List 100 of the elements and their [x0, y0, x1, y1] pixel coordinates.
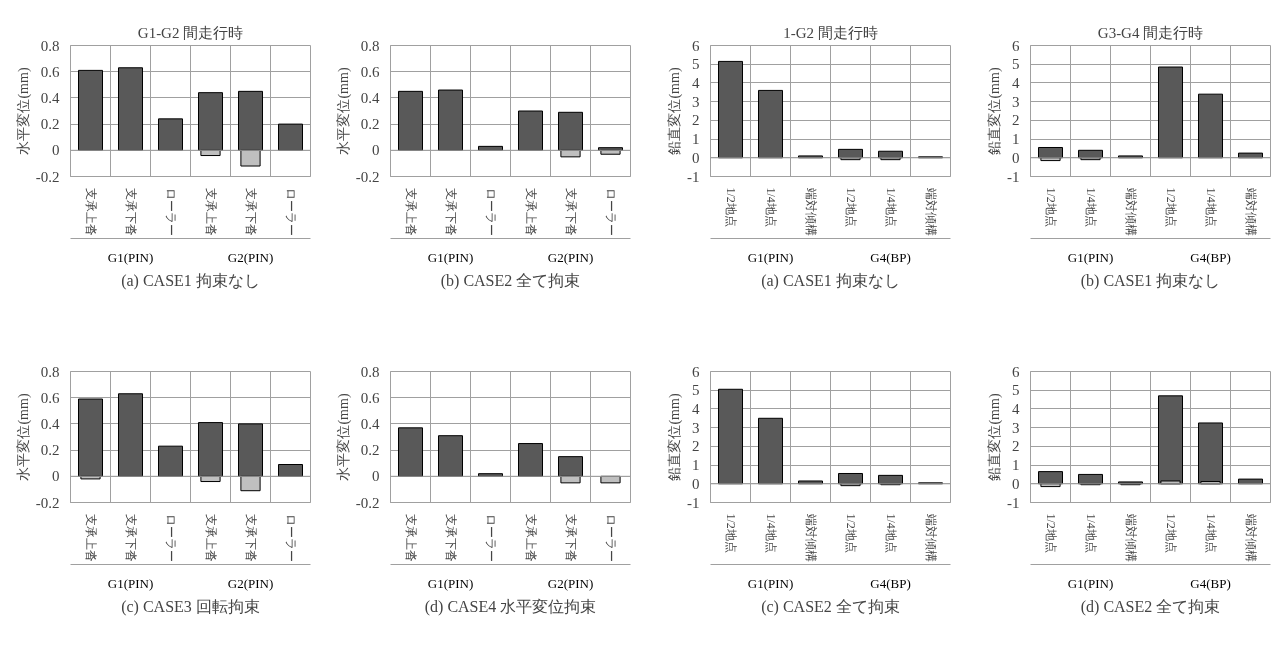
x-axis-title: (a) CASE1 拘束なし [121, 271, 260, 290]
text: G4(BP) [1190, 575, 1231, 591]
chart-title: G3-G4 間走行時 [1097, 24, 1204, 41]
x-tick-label: ローラー [483, 187, 498, 236]
text: G1(PIN) [1067, 249, 1114, 265]
x-tick-label: 支承上沓 [203, 513, 218, 562]
y-tick-label: 6 [1012, 37, 1020, 54]
y-tick-label: 0 [1012, 475, 1020, 492]
y-tick-label: 0.6 [360, 63, 380, 80]
y-tick-label: 6 [692, 37, 700, 54]
y-tick-label: 3 [692, 93, 700, 110]
y-tick-label: 1 [1012, 457, 1020, 474]
text: G4(BP) [870, 575, 911, 591]
y-tick-label: 0.6 [360, 389, 380, 406]
y-axis-title: 水平変位(mm) [335, 67, 352, 155]
x-tick-label: 1/4地点 [883, 187, 898, 227]
x-tick-label: 1/2地点 [1043, 187, 1058, 227]
y-tick-label: 0.2 [40, 116, 60, 133]
x-tick-label: 1/2地点 [1043, 513, 1058, 553]
y-tick-label: 2 [692, 438, 700, 455]
y-tick-label: -1 [687, 168, 700, 185]
y-tick-label: 0.4 [360, 89, 380, 106]
y-tick-label: 6 [1012, 363, 1020, 380]
y-tick-label: 5 [1012, 382, 1020, 399]
x-tick-label: 1/2地点 [723, 187, 738, 227]
text: G1(PIN) [1067, 575, 1114, 591]
x-tick-label: 端対傾構 [923, 187, 938, 236]
x-tick-label: 支承下沓 [563, 187, 578, 236]
y-tick-label: 4 [1012, 400, 1020, 417]
y-axis-title: 鉛直変位(mm) [667, 67, 683, 155]
x-axis-title: (b) CASE1 拘束なし [1080, 271, 1221, 290]
x-tick-label: 支承下沓 [123, 513, 138, 562]
text: G1(PIN) [427, 249, 474, 265]
x-tick-label: 端対傾構 [1123, 513, 1138, 562]
x-tick-label: ローラー [603, 513, 618, 562]
y-tick-label: 2 [692, 112, 700, 129]
y-tick-label: 4 [1012, 74, 1020, 91]
y-tick-label: -0.2 [35, 168, 60, 185]
x-axis-title: (d) CASE2 全て拘束 [1080, 597, 1221, 616]
x-axis-title: (b) CASE2 全て拘束 [440, 271, 581, 290]
x-tick-label: 端対傾構 [923, 513, 938, 562]
chart-title: 1-G2 間走行時 [783, 24, 878, 41]
y-tick-label: 2 [1012, 112, 1020, 129]
x-axis-title: (c) CASE2 全て拘束 [761, 597, 900, 616]
x-tick-label: 端対傾構 [1123, 187, 1138, 236]
text: G2(PIN) [227, 575, 274, 591]
y-tick-label: 0.2 [360, 442, 380, 459]
y-tick-label: 5 [692, 382, 700, 399]
x-tick-label: 1/4地点 [763, 187, 778, 227]
x-tick-label: 支承上沓 [403, 513, 418, 562]
x-tick-label: 支承下沓 [443, 513, 458, 562]
text: G1(PIN) [427, 575, 474, 591]
x-tick-label: 支承上沓 [83, 513, 98, 562]
y-tick-label: 5 [1012, 56, 1020, 73]
x-tick-label: 1/4地点 [1203, 187, 1218, 227]
x-tick-label: 1/4地点 [1083, 187, 1098, 227]
text: G2(PIN) [227, 249, 274, 265]
x-tick-label: 支承上沓 [83, 187, 98, 236]
y-tick-label: 0 [52, 142, 60, 159]
y-tick-label: 0.4 [40, 415, 60, 432]
x-tick-label: ローラー [163, 187, 178, 236]
text: G2(PIN) [547, 249, 594, 265]
x-tick-label: ローラー [483, 513, 498, 562]
y-tick-label: 0 [52, 468, 60, 485]
y-tick-label: 6 [692, 363, 700, 380]
y-tick-label: -0.2 [35, 494, 60, 511]
text: G4(BP) [870, 249, 911, 265]
y-tick-label: 1 [1012, 131, 1020, 148]
x-tick-label: ローラー [283, 187, 298, 236]
y-tick-label: 0 [692, 149, 700, 166]
y-tick-label: 4 [692, 400, 700, 417]
x-tick-label: 1/2地点 [843, 513, 858, 553]
y-axis-title: 鉛直変位(mm) [667, 393, 683, 481]
x-axis-title: (a) CASE1 拘束なし [761, 271, 900, 290]
y-tick-label: 0 [372, 468, 380, 485]
text: G1(PIN) [107, 249, 154, 265]
y-tick-label: 0.4 [360, 415, 380, 432]
x-tick-label: 1/4地点 [1083, 513, 1098, 553]
x-tick-label: 支承上沓 [403, 187, 418, 236]
x-tick-label: ローラー [163, 513, 178, 562]
x-axis-title: (d) CASE4 水平変位拘束 [424, 597, 597, 616]
y-tick-label: 3 [1012, 93, 1020, 110]
y-tick-label: 0 [1012, 149, 1020, 166]
x-tick-label: 1/2地点 [1163, 187, 1178, 227]
y-tick-label: 2 [1012, 438, 1020, 455]
y-axis-title: 水平変位(mm) [15, 67, 32, 155]
text: G4(BP) [1190, 249, 1231, 265]
x-tick-label: 1/4地点 [883, 513, 898, 553]
x-tick-label: 1/2地点 [1163, 513, 1178, 553]
y-tick-label: 0.8 [360, 363, 380, 380]
x-tick-label: 1/2地点 [843, 187, 858, 227]
x-axis-title: (c) CASE3 回転拘束 [121, 597, 260, 616]
text: G1(PIN) [747, 575, 794, 591]
x-tick-label: 支承下沓 [243, 187, 258, 236]
x-tick-label: 支承下沓 [243, 513, 258, 562]
y-tick-label: 5 [692, 56, 700, 73]
y-tick-label: -0.2 [355, 168, 380, 185]
x-tick-label: 端対傾構 [803, 187, 818, 236]
y-tick-label: 3 [692, 419, 700, 436]
y-tick-label: 0.6 [40, 63, 60, 80]
